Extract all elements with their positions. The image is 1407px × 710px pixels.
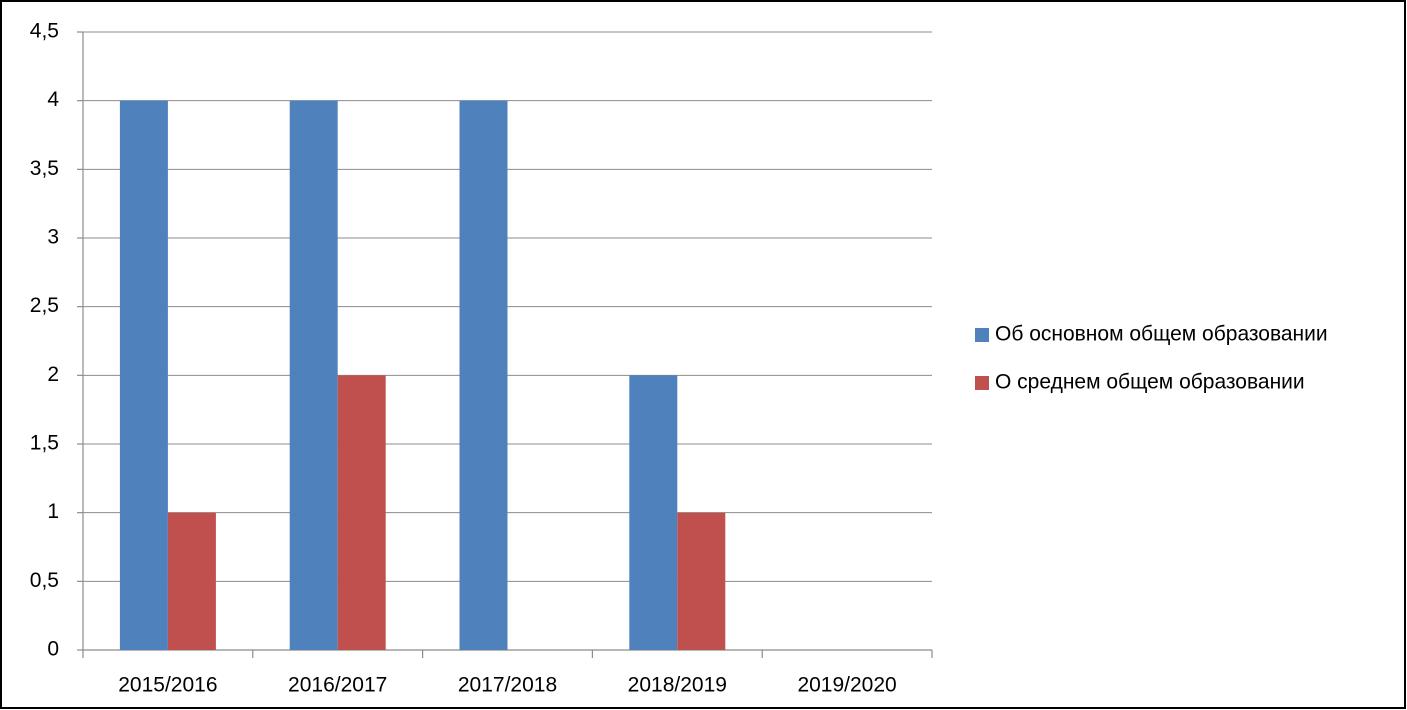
y-tick-label: 0 — [47, 638, 59, 661]
bar — [677, 512, 726, 650]
y-tick-label: 2 — [47, 363, 59, 386]
x-tick-label: 2018/2019 — [628, 674, 727, 697]
y-tick-label: 1 — [47, 500, 59, 523]
legend-label: О среднем общем образовании — [995, 371, 1305, 394]
bar — [629, 375, 678, 650]
legend-swatch — [975, 328, 989, 342]
x-tick-label: 2019/2020 — [797, 674, 896, 697]
legend-swatch — [975, 376, 989, 390]
y-tick-label: 3,5 — [30, 157, 59, 180]
x-tick-label: 2017/2018 — [458, 674, 557, 697]
y-tick-label: 2,5 — [30, 294, 59, 317]
y-tick-label: 4,5 — [30, 20, 59, 43]
y-tick-label: 3 — [47, 226, 59, 249]
y-tick-label: 0,5 — [30, 569, 59, 592]
y-tick-label: 4 — [47, 88, 59, 111]
x-tick-label: 2015/2016 — [118, 674, 217, 697]
x-tick-label: 2016/2017 — [288, 674, 387, 697]
bar — [459, 100, 508, 650]
y-tick-label: 1,5 — [30, 432, 59, 455]
bar — [289, 100, 338, 650]
legend-label: Об основном общем образовании — [995, 323, 1328, 346]
bar — [119, 100, 168, 650]
bar — [167, 512, 216, 650]
bar — [337, 375, 386, 650]
